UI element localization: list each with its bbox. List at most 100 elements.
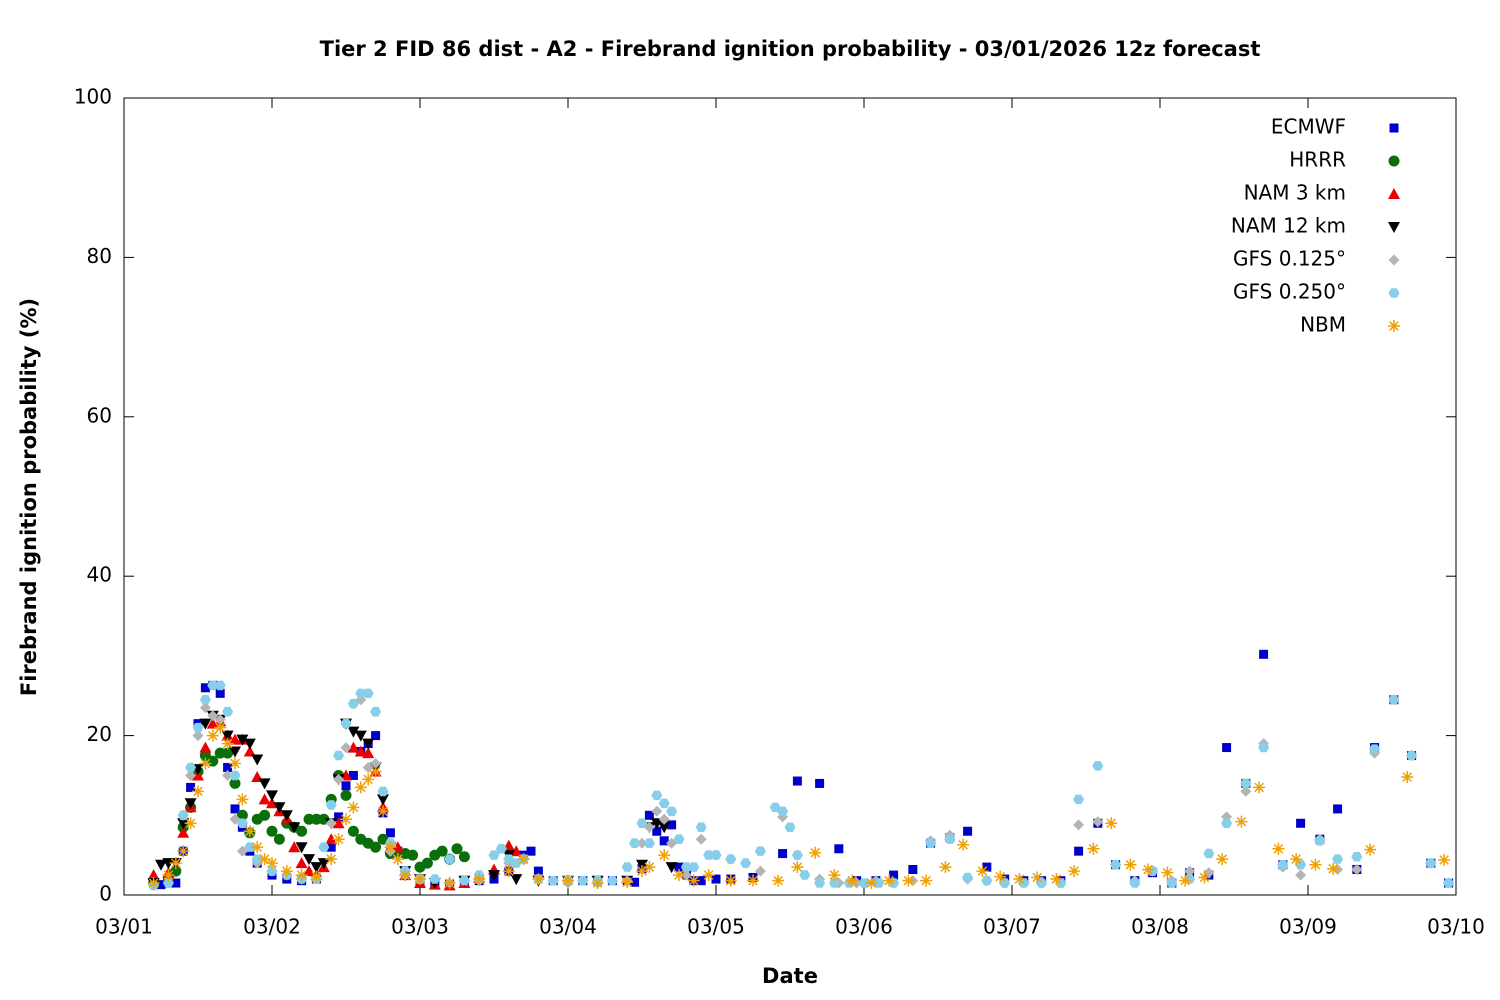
marker [651, 805, 663, 817]
marker [273, 833, 285, 845]
marker [370, 758, 382, 769]
marker [347, 699, 359, 709]
y-tick-label: 0 [99, 882, 112, 906]
marker [243, 825, 256, 838]
legend-label: GFS 0.250° [1233, 280, 1346, 304]
marker [883, 874, 896, 887]
marker [214, 714, 226, 726]
marker [1036, 878, 1048, 888]
marker [865, 877, 878, 890]
marker [809, 846, 822, 859]
marker [177, 810, 189, 821]
marker [747, 874, 759, 887]
marker [222, 747, 234, 759]
marker [288, 822, 301, 834]
marker [1277, 860, 1289, 870]
marker [214, 680, 226, 691]
marker [680, 869, 692, 881]
marker [288, 841, 301, 853]
marker [1327, 862, 1340, 875]
marker [1425, 858, 1437, 868]
marker [488, 870, 500, 882]
marker [340, 813, 352, 826]
marker [1406, 750, 1418, 761]
marker [429, 874, 441, 884]
marker [908, 864, 918, 874]
marker [1105, 817, 1118, 830]
marker [303, 865, 315, 877]
marker [957, 838, 970, 851]
x-tick-label: 03/07 [983, 915, 1041, 939]
marker [873, 878, 885, 888]
marker [1295, 860, 1307, 870]
legend-marker [1388, 222, 1400, 233]
marker [266, 866, 278, 876]
x-tick-label: 03/04 [539, 915, 597, 939]
marker [295, 842, 308, 854]
marker [251, 754, 264, 766]
marker [1309, 858, 1322, 871]
marker [1166, 878, 1178, 888]
marker [340, 789, 352, 801]
marker [532, 873, 545, 886]
marker [391, 853, 404, 866]
marker [1068, 865, 1081, 878]
marker [280, 810, 293, 822]
marker [325, 800, 337, 810]
marker [280, 865, 293, 878]
marker [791, 861, 804, 874]
marker [1222, 743, 1232, 753]
marker [695, 822, 707, 832]
legend-label: HRRR [1289, 148, 1346, 172]
marker [295, 857, 308, 869]
marker [1332, 854, 1344, 864]
marker [658, 798, 670, 809]
marker [236, 818, 248, 828]
marker [503, 854, 515, 864]
marker [1438, 853, 1451, 866]
marker [1184, 865, 1196, 877]
marker [688, 862, 700, 872]
marker [170, 865, 182, 877]
marker [495, 844, 507, 854]
marker [354, 730, 367, 742]
legend-label: ECMWF [1271, 115, 1346, 139]
marker [214, 721, 227, 734]
marker [340, 769, 352, 781]
marker [674, 862, 684, 872]
marker [199, 702, 211, 714]
legend-marker [1388, 188, 1400, 199]
marker [902, 874, 915, 887]
marker [273, 802, 286, 814]
marker [354, 781, 367, 794]
series [147, 710, 678, 889]
marker [994, 870, 1007, 883]
marker [184, 798, 197, 810]
marker [332, 817, 345, 829]
marker [659, 836, 669, 846]
marker [1259, 649, 1269, 659]
marker [347, 825, 359, 837]
marker [636, 837, 648, 849]
marker [207, 680, 219, 691]
marker [347, 741, 360, 753]
legend-label: NAM 12 km [1231, 214, 1346, 238]
marker [1364, 843, 1377, 856]
marker [1258, 742, 1270, 753]
marker [258, 778, 271, 790]
marker [724, 874, 737, 887]
marker [1203, 848, 1215, 859]
marker [673, 869, 685, 882]
marker [333, 773, 345, 785]
marker [451, 843, 463, 855]
marker [362, 773, 375, 786]
x-tick-label: 03/03 [391, 915, 449, 939]
marker [236, 809, 248, 821]
marker [526, 846, 536, 856]
marker [266, 857, 278, 870]
marker [1295, 869, 1307, 881]
marker [334, 812, 344, 822]
x-tick-label: 03/05 [687, 915, 745, 939]
marker [791, 850, 803, 860]
marker [223, 762, 233, 772]
